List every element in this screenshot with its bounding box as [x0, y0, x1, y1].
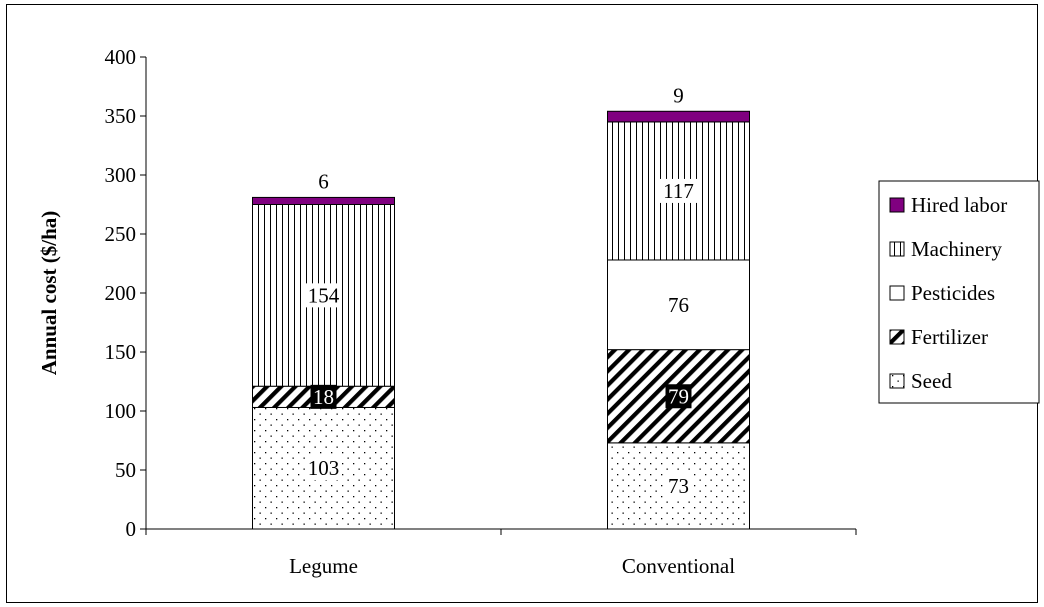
bar-conventional-hired-labor: [607, 110, 750, 123]
data-label-conventional-seed: 73: [668, 474, 689, 498]
legend-label-pesticides: Pesticides: [911, 281, 995, 305]
legend: Hired labor Machinery Pesticides Fertilizer…: [878, 180, 1040, 404]
data-label-conventional-seed-box: [665, 473, 692, 498]
x-tick-label-legume: Legume: [289, 554, 358, 578]
axes: 0 50 100 150 200 250 300 350 400 Legume Convention…: [37, 45, 857, 578]
y-tick-label: 350: [105, 104, 137, 128]
data-labels: 103 18 154 6 73 79 76 117 9: [305, 83, 697, 498]
data-label-conventional-machinery-box: [660, 178, 697, 203]
legend-swatch-pesticides: [889, 285, 905, 301]
legend-label-seed: Seed: [911, 369, 952, 393]
legend-box: [878, 180, 1040, 404]
x-tick-label-conventional: Conventional: [622, 554, 735, 578]
y-tick-label: 50: [115, 458, 136, 482]
data-label-legume-seed: 103: [308, 456, 340, 480]
data-label-conventional-machinery: 117: [663, 179, 694, 203]
data-label-conventional-fertilizer-box: [665, 384, 692, 409]
data-label-conventional-fertilizer: 79: [668, 384, 689, 408]
y-tick-label: 300: [105, 163, 137, 187]
legend-swatch-fertilizer: [889, 329, 905, 345]
y-tick-label: 400: [105, 45, 137, 69]
legend-swatch-machinery: [889, 241, 905, 257]
chart-frame: [6, 4, 1038, 603]
data-label-conventional-pesticides-box: [665, 292, 692, 317]
y-axis-title: Annual cost ($/ha): [37, 211, 61, 376]
legend-swatch-seed: [889, 373, 905, 389]
data-label-legume-machinery: 154: [308, 283, 340, 307]
data-label-conventional-hired-labor: 9: [673, 83, 684, 107]
y-tick-label: 100: [105, 399, 137, 423]
y-tick-label: 200: [105, 281, 137, 305]
data-label-legume-fertilizer: 18: [313, 385, 334, 409]
data-label-conventional-pesticides: 76: [668, 293, 689, 317]
legend-label-fertilizer: Fertilizer: [911, 325, 988, 349]
data-label-legume-fertilizer-box: [310, 384, 337, 409]
y-tick-label: 0: [126, 517, 137, 541]
data-label-legume-hired-labor: 6: [318, 169, 329, 193]
legend-label-hired-labor: Hired labor: [911, 193, 1007, 217]
legend-swatch-hired-labor: [889, 197, 905, 213]
y-tick-label: 250: [105, 222, 137, 246]
data-label-legume-machinery-box: [305, 283, 342, 308]
legend-label-machinery: Machinery: [911, 237, 1002, 261]
data-label-legume-seed-box: [305, 456, 342, 481]
bar-legume-hired-labor: [252, 196, 395, 205]
bars: [252, 110, 750, 530]
y-tick-label: 150: [105, 340, 137, 364]
